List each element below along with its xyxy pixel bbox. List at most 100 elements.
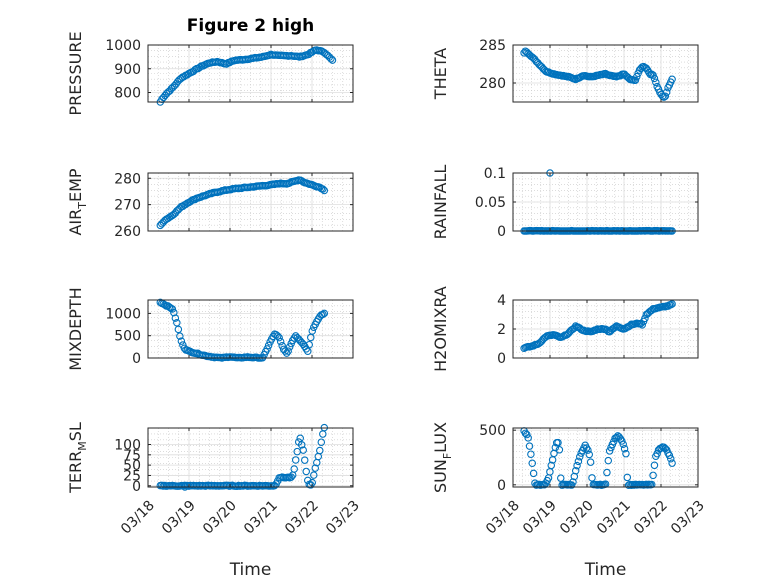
data-point bbox=[310, 471, 318, 479]
x-tick-label: 03/19 bbox=[159, 498, 199, 538]
data-point bbox=[297, 441, 306, 449]
data-point bbox=[300, 456, 309, 464]
data-point bbox=[290, 334, 298, 342]
data-point bbox=[649, 471, 657, 480]
data-point bbox=[320, 186, 329, 195]
data-point bbox=[612, 433, 621, 442]
y-axis-label: RAINFALL bbox=[431, 165, 450, 240]
data-point bbox=[618, 437, 626, 445]
axes-box bbox=[147, 299, 354, 359]
data-point bbox=[174, 325, 183, 334]
data-point bbox=[282, 349, 291, 357]
data-point bbox=[554, 438, 562, 447]
data-point bbox=[299, 446, 307, 454]
data-point bbox=[557, 474, 565, 482]
y-tick-label: 800 bbox=[114, 86, 141, 102]
data-point bbox=[633, 72, 641, 81]
x-tick-label: 03/21 bbox=[241, 498, 281, 538]
y-tick-label: 285 bbox=[479, 38, 506, 54]
data-point bbox=[650, 461, 659, 470]
data-point bbox=[316, 446, 324, 455]
x-tick-label: 03/22 bbox=[282, 498, 322, 538]
data-point bbox=[308, 327, 317, 335]
x-tick-label: 03/20 bbox=[557, 498, 597, 538]
y-tick-label: 1000 bbox=[105, 306, 141, 322]
data-point bbox=[302, 467, 310, 476]
data-point bbox=[585, 450, 594, 459]
y-tick-label: 0.05 bbox=[475, 195, 506, 211]
data-point bbox=[281, 347, 289, 355]
y-tick-label: 500 bbox=[479, 423, 506, 439]
axes-box bbox=[147, 427, 354, 488]
data-point bbox=[604, 456, 613, 465]
data-point bbox=[631, 76, 640, 85]
data-point bbox=[284, 347, 292, 355]
y-tick-label: 0 bbox=[497, 351, 506, 367]
subplot-h2omixra: 0 2 4 H2OMIXRA bbox=[431, 286, 699, 372]
y-axis-label: TERRMSL bbox=[66, 422, 89, 494]
data-point bbox=[291, 456, 300, 464]
data-point bbox=[327, 54, 335, 63]
data-point bbox=[317, 438, 326, 446]
data-series bbox=[520, 47, 676, 101]
data-point bbox=[668, 300, 676, 308]
x-tick-label: 03/20 bbox=[200, 498, 240, 538]
y-tick-label: 260 bbox=[114, 224, 141, 240]
y-axis-label: AIRTEMP bbox=[66, 168, 89, 235]
data-series bbox=[156, 176, 329, 230]
subplot-air-temp: 260 270 280 AIRTEMP bbox=[66, 168, 354, 240]
y-tick-label: 1000 bbox=[105, 38, 141, 54]
x-axis-label: Time bbox=[229, 560, 272, 580]
y-axis-label: PRESSURE bbox=[66, 31, 85, 115]
data-point bbox=[574, 457, 583, 466]
data-point bbox=[576, 453, 584, 461]
data-point bbox=[171, 314, 180, 322]
y-tick-label: 25 bbox=[123, 468, 141, 484]
y-tick-label: 50 bbox=[123, 458, 141, 474]
data-point bbox=[666, 454, 675, 463]
data-point bbox=[668, 459, 676, 467]
chart-title: Figure 2 high bbox=[187, 16, 315, 36]
subplot-theta: 280 285 THETA bbox=[431, 38, 699, 103]
data-point bbox=[658, 92, 667, 100]
data-point bbox=[668, 75, 676, 84]
data-point bbox=[176, 332, 184, 340]
subplot-pressure: 800 900 1000 PRESSURE Figure 2 high bbox=[66, 16, 354, 116]
data-point bbox=[605, 447, 614, 455]
data-point bbox=[305, 340, 313, 349]
y-tick-label: 280 bbox=[114, 171, 141, 187]
data-point bbox=[547, 461, 556, 470]
subplot-mixdepth: 0 500 1000 MIXDEPTH bbox=[66, 287, 354, 371]
x-axis-label: Time bbox=[584, 560, 627, 580]
data-point bbox=[555, 446, 564, 454]
data-point bbox=[276, 337, 285, 346]
data-point bbox=[311, 464, 320, 472]
data-point bbox=[168, 305, 177, 313]
data-point bbox=[290, 465, 298, 473]
data-point bbox=[665, 451, 674, 460]
y-axis-label: MIXDEPTH bbox=[66, 287, 85, 370]
data-point bbox=[638, 321, 646, 329]
y-tick-label: 0 bbox=[497, 478, 506, 494]
data-point bbox=[652, 78, 660, 87]
data-point bbox=[275, 333, 283, 342]
data-point bbox=[319, 310, 327, 319]
y-tick-label: 270 bbox=[114, 198, 141, 214]
data-point bbox=[666, 301, 675, 309]
data-point bbox=[328, 56, 337, 64]
data-point bbox=[264, 341, 273, 350]
y-tick-label: 900 bbox=[114, 62, 141, 78]
y-tick-label: 100 bbox=[114, 438, 141, 454]
data-point bbox=[622, 449, 630, 458]
data-point bbox=[527, 450, 535, 458]
subplot-sun-flux: 0 500 SUNFLUX 03/1803/1903/2003/2103/2203/2… bbox=[431, 422, 708, 580]
axes-box bbox=[512, 427, 699, 488]
x-tick-label: 03/23 bbox=[323, 498, 363, 538]
data-point bbox=[586, 458, 595, 466]
x-tick-label: 03/19 bbox=[520, 498, 560, 538]
data-point bbox=[573, 461, 581, 470]
y-axis-label: H2OMIXRA bbox=[431, 286, 450, 372]
data-point bbox=[650, 74, 659, 83]
